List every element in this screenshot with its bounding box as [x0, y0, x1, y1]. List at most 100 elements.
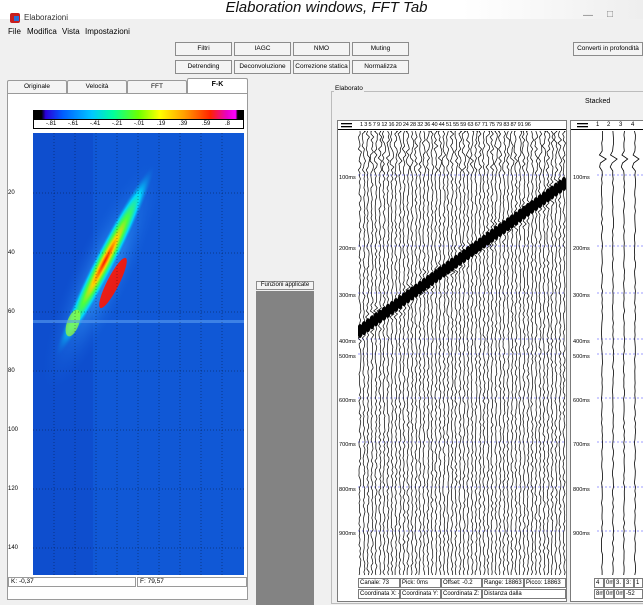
seismic-trace [358, 131, 363, 576]
stacked-section-frame [570, 120, 643, 602]
stack-info-cell: 4 [594, 578, 604, 588]
colorbar-label: -.41 [90, 121, 101, 127]
stack-time-label: 900ms [573, 531, 590, 537]
hamburger-menu-icon[interactable] [339, 122, 354, 130]
fk-ytick: 60 [8, 309, 15, 315]
maximize-button[interactable]: □ [607, 9, 614, 20]
time-label: 700ms [339, 442, 356, 448]
detrending-button[interactable]: Detrending [175, 60, 232, 74]
seismic-trace [412, 131, 421, 576]
seismic-trace [553, 131, 560, 576]
pick-readout: Pick: 0ms [400, 578, 441, 588]
stacked-traces-plot[interactable] [597, 131, 643, 577]
k-readout: K: -0,37 [8, 577, 136, 587]
fk-spectrum-plot[interactable] [33, 133, 244, 575]
seismic-trace [387, 131, 396, 576]
seismic-trace [485, 131, 492, 576]
seismic-trace [467, 131, 475, 576]
elaborato-groupbox [331, 91, 643, 604]
stack-time-label: 800ms [573, 487, 590, 493]
seismic-trace [443, 131, 452, 576]
stacked-trace [609, 131, 618, 576]
seismic-trace [373, 131, 381, 576]
figure-caption: Elaboration windows, FFT Tab [0, 0, 643, 19]
stack-time-label: 500ms [573, 354, 590, 360]
seismic-trace [493, 131, 500, 576]
iagc-button[interactable]: IAGC [234, 42, 291, 56]
stack-info-cell: 3. [614, 578, 624, 588]
muting-button[interactable]: Muting [352, 42, 409, 56]
seismic-traces-plot[interactable] [358, 131, 566, 577]
stack-time-label: 300ms [573, 293, 590, 299]
stack-channel-number: 1 [596, 122, 600, 128]
menu-impostazioni[interactable]: Impostazioni [85, 27, 130, 36]
colorbar-label: .39 [179, 121, 188, 127]
tab-originale[interactable]: Originale [7, 80, 67, 93]
tab-fk[interactable]: F-K [187, 78, 248, 93]
fk-ytick: 140 [8, 545, 19, 551]
menu-vista[interactable]: Vista [62, 27, 80, 36]
seismic-trace [439, 131, 449, 576]
stack-time-label: 200ms [573, 246, 590, 252]
correzione-statica-button[interactable]: Correzione statica [293, 60, 350, 74]
deconvoluzione-button[interactable]: Deconvoluzione [234, 60, 291, 74]
elaborato-label: Elaborato [334, 85, 364, 92]
stacked-label: Stacked [585, 98, 611, 105]
seismic-trace [361, 131, 367, 576]
stack-channel-number: 2 [607, 122, 611, 128]
funzioni-applicate-list[interactable] [256, 291, 314, 605]
seismic-trace [520, 131, 529, 576]
stack-info-cell: 0m [604, 578, 614, 588]
seismic-trace [452, 131, 459, 576]
minimize-button[interactable]: — [583, 10, 593, 21]
seismic-trace [383, 131, 391, 576]
coord-x-readout: Coordinata X: 4 [358, 589, 400, 599]
normalizza-button[interactable]: Normalizza [352, 60, 409, 74]
window-title: Elaborazioni [24, 13, 69, 22]
stack-hamburger-menu-icon[interactable] [575, 122, 590, 130]
funzioni-applicate-button[interactable]: Funzioni applicate [256, 281, 314, 290]
converti-profondita-button[interactable]: Converti in profondità [573, 42, 643, 56]
stack-channel-header: 1 2 3 4 [571, 121, 643, 130]
stack-info-cell: -52 [624, 589, 643, 599]
filtri-button[interactable]: Filtri [175, 42, 232, 56]
colorbar-label: -.81 [46, 121, 57, 127]
tab-fft[interactable]: FFT [127, 80, 187, 93]
nmo-button[interactable]: NMO [293, 42, 350, 56]
menu-file[interactable]: File [8, 27, 21, 36]
seismic-trace [509, 131, 516, 575]
seismic-trace [432, 131, 441, 576]
seismic-trace [545, 131, 551, 576]
stack-time-label: 700ms [573, 442, 590, 448]
colorbar-labels: -.81 -.61 -.41 -.21 -.01 .19 .39 .59 .8 [33, 119, 244, 129]
stack-channel-number: 3 [619, 122, 623, 128]
seismic-trace [528, 131, 535, 576]
stack-channel-number: 4 [631, 122, 635, 128]
stack-info-cell: 0m [604, 589, 614, 599]
seismic-trace [500, 131, 508, 576]
coord-z-readout: Coordinata Z: 0 [441, 589, 482, 599]
fk-ytick: 40 [8, 250, 15, 256]
seismic-trace [420, 131, 427, 576]
seismic-trace [471, 131, 480, 576]
stack-info-cell: 3: [624, 578, 634, 588]
menu-modifica[interactable]: Modifica [27, 27, 57, 36]
colorbar [33, 110, 244, 119]
stack-info-cell: 1 [634, 578, 643, 588]
seismic-trace [524, 131, 533, 576]
seismic-traces-svg [358, 131, 566, 576]
seismic-trace [380, 131, 389, 576]
tab-velocita[interactable]: Velocità [67, 80, 127, 93]
seismic-trace [549, 131, 555, 576]
picco-readout: Picco: 18863 [524, 578, 566, 588]
colorbar-label: -.21 [112, 121, 123, 127]
time-label: 100ms [339, 175, 356, 181]
time-label: 300ms [339, 293, 356, 299]
seismic-trace [475, 131, 484, 576]
coord-y-readout: Coordinata Y: 0 [400, 589, 441, 599]
seismic-trace [408, 131, 417, 576]
stacked-trace [620, 131, 629, 576]
stack-time-label: 600ms [573, 398, 590, 404]
seismic-trace [448, 131, 456, 576]
seismic-trace [401, 131, 407, 576]
